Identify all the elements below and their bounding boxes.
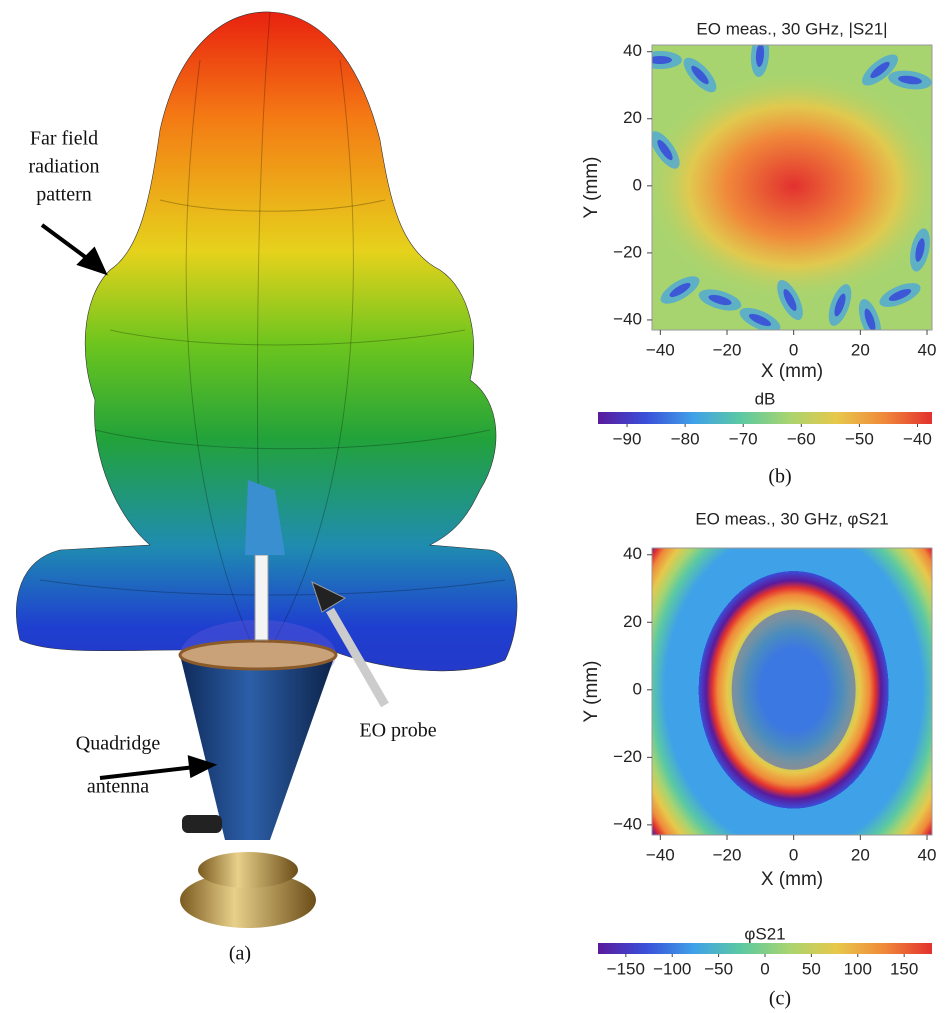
y-tick-label: 20 xyxy=(623,108,642,127)
heatmap xyxy=(652,45,932,330)
horn-rim xyxy=(178,639,338,671)
x-tick-label: 0 xyxy=(789,340,798,359)
heatmap-blob xyxy=(888,289,912,301)
arrows xyxy=(40,223,218,780)
plot-frame xyxy=(651,547,933,836)
annotation: radiation xyxy=(28,156,99,178)
y-tick-label: 0 xyxy=(633,679,642,698)
y-tick-label: −20 xyxy=(613,747,642,766)
colorbar-label: dB xyxy=(755,389,776,408)
chart-title: EO meas., 30 GHz, |S21| xyxy=(696,19,887,38)
heatmap-blob xyxy=(669,282,691,298)
x-tick-label: 20 xyxy=(851,340,870,359)
x-tick-label: −20 xyxy=(713,845,742,864)
y-tick-label: 40 xyxy=(623,544,642,563)
colorbar-tick-label: 0 xyxy=(760,959,769,978)
y-axis-label: Y (mm) xyxy=(581,157,602,219)
colorbar-tick-label: −60 xyxy=(787,429,816,448)
colorbar-tick-label: −90 xyxy=(613,429,642,448)
colorbar-label: φS21 xyxy=(744,924,785,943)
heatmap-blob xyxy=(657,139,673,161)
connector xyxy=(182,815,222,833)
y-tick-label: 20 xyxy=(623,612,642,631)
y-axis-label: Y (mm) xyxy=(581,661,602,723)
colorbar-tick-label: −80 xyxy=(671,429,700,448)
colorbar-tick-label: −50 xyxy=(845,429,874,448)
probe-arrow-head xyxy=(311,581,347,613)
colorbar xyxy=(598,943,932,954)
heatmap-hotspot xyxy=(652,70,932,301)
eo-probe-body xyxy=(254,554,269,641)
probe-arrow xyxy=(326,607,389,708)
x-tick-label: −40 xyxy=(646,340,675,359)
heatmap-blob xyxy=(652,56,672,64)
y-tick-label: −40 xyxy=(613,814,642,833)
x-tick-label: −40 xyxy=(646,845,675,864)
mesh-lines xyxy=(39,11,506,641)
heatmap-blob xyxy=(915,238,925,262)
x-tick-label: −20 xyxy=(713,340,742,359)
x-tick-label: 40 xyxy=(918,340,937,359)
horn-cone xyxy=(180,655,335,840)
y-tick-label: 0 xyxy=(633,175,642,194)
x-tick-label: 20 xyxy=(851,845,870,864)
panel-a: Far field radiation pattern EO probe Qua… xyxy=(16,11,518,965)
colorbar-tick-label: −50 xyxy=(704,959,733,978)
eo-probe-tip xyxy=(245,480,285,555)
antenna-flange xyxy=(198,852,298,888)
colorbar-tick-label: −70 xyxy=(729,429,758,448)
y-tick-label: −40 xyxy=(613,309,642,328)
colorbar-tick-label: 100 xyxy=(844,959,872,978)
colorbar-tick-label: −150 xyxy=(607,959,645,978)
x-axis-label: X (mm) xyxy=(761,361,823,382)
x-tick-label: 0 xyxy=(789,845,798,864)
heatmap-center xyxy=(731,609,856,770)
chart-title: EO meas., 30 GHz, φS21 xyxy=(695,509,888,528)
heatmap-blob xyxy=(834,293,846,317)
colorbar-tick-label: −100 xyxy=(653,959,691,978)
radiation-pattern xyxy=(16,11,518,672)
plot-frame xyxy=(651,44,933,331)
heatmap-blob xyxy=(783,289,797,311)
annotation: pattern xyxy=(36,184,92,206)
antenna-base xyxy=(180,872,316,928)
annotation: EO probe xyxy=(359,720,436,742)
panel-label: (c) xyxy=(769,988,791,1010)
heatmap-blob xyxy=(870,61,890,79)
heatmap-blob xyxy=(864,308,876,330)
colorbar-tick-label: −40 xyxy=(903,429,932,448)
heatmap-blob xyxy=(691,65,709,85)
colorbar-tick-label: 50 xyxy=(802,959,821,978)
heatmap-blob xyxy=(755,45,765,67)
heatmap-blob xyxy=(708,294,732,306)
y-tick-label: −20 xyxy=(613,242,642,261)
panel-label: (a) xyxy=(229,943,251,965)
heatmap-blob xyxy=(748,313,772,327)
y-tick-label: 40 xyxy=(623,41,642,60)
x-tick-label: 40 xyxy=(918,845,937,864)
x-axis-label: X (mm) xyxy=(761,869,823,890)
annotation: antenna xyxy=(87,776,149,798)
colorbar-tick-label: 150 xyxy=(890,959,918,978)
colorbar xyxy=(598,412,932,424)
panel-label: (b) xyxy=(768,466,791,488)
annotation: Far field xyxy=(30,128,98,150)
heatmap-blob xyxy=(898,75,922,85)
heatmap xyxy=(652,548,932,835)
annotation: Quadridge xyxy=(76,733,161,755)
